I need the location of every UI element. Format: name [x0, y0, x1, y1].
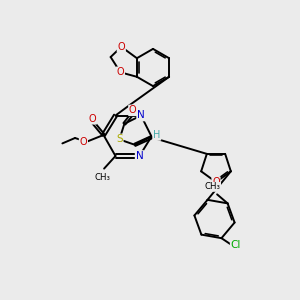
Text: N: N [137, 110, 145, 121]
Text: O: O [117, 67, 124, 77]
Text: CH₃: CH₃ [94, 173, 111, 182]
Text: O: O [80, 136, 87, 147]
Text: O: O [88, 114, 96, 124]
Text: Cl: Cl [231, 240, 241, 250]
Text: H: H [153, 130, 160, 140]
Text: O: O [212, 177, 220, 187]
Text: CH₃: CH₃ [205, 182, 220, 191]
Text: O: O [129, 105, 136, 115]
Text: O: O [118, 42, 125, 52]
Text: S: S [116, 134, 123, 144]
Text: N: N [136, 151, 143, 161]
